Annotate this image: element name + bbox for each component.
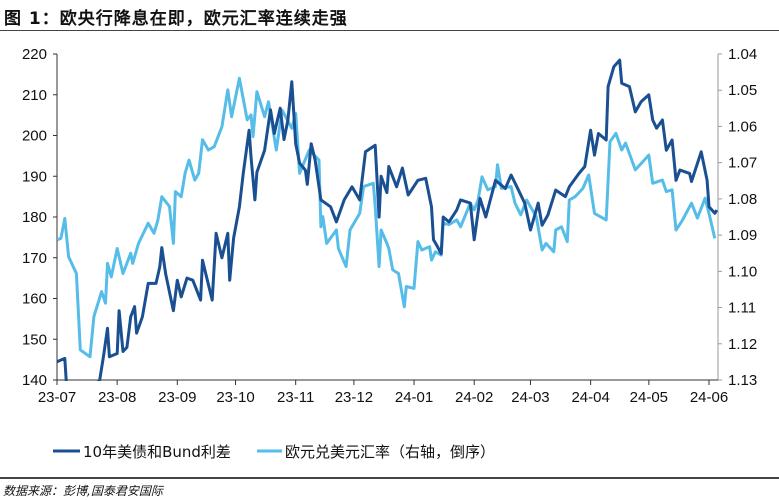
right-tick-label: 1.07: [728, 155, 757, 172]
x-tick-label: 24-04: [571, 389, 609, 406]
legend-label-eurusd: 欧元兑美元汇率（右轴，倒序）: [285, 443, 495, 461]
x-tick-label: 24-01: [395, 389, 433, 406]
x-tick-label: 23-07: [38, 389, 76, 406]
x-tick-label: 23-09: [158, 389, 196, 406]
right-tick-label: 1.05: [728, 82, 757, 99]
left-tick-label: 160: [22, 291, 47, 308]
series-line-spread: [57, 58, 719, 381]
axes: 220 210 200 190 180 170 160 150 140 1.04 1.05 1.06 1…: [22, 46, 757, 406]
left-tick-label: 180: [22, 209, 47, 226]
figure-title: 图 1：欧央行降息在即，欧元汇率连续走强: [4, 9, 348, 29]
x-tick-label: 23-08: [98, 389, 136, 406]
right-tick-label: 1.09: [728, 227, 757, 244]
right-tick-label: 1.08: [728, 191, 757, 208]
x-tick-label: 23-11: [277, 389, 314, 406]
footer-rule: [0, 477, 779, 479]
right-tick-label: 1.13: [728, 372, 757, 389]
right-tick-label: 1.04: [728, 46, 757, 63]
left-tick-label: 150: [22, 331, 47, 348]
right-tick-label: 1.11: [728, 300, 756, 317]
right-tick-label: 1.06: [728, 118, 757, 135]
source-note: 数据来源：彭博,国泰君安国际: [3, 484, 163, 498]
series-lines: [57, 58, 719, 381]
left-tick-label: 200: [22, 128, 47, 145]
legend: 10年美债和Bund利差 欧元兑美元汇率（右轴，倒序）: [53, 443, 495, 461]
left-tick-label: 210: [22, 87, 47, 104]
x-tick-label: 24-05: [630, 389, 668, 406]
title-rule: [0, 30, 779, 31]
left-tick-label: 220: [22, 46, 47, 63]
x-tick-label: 24-06: [690, 389, 728, 406]
series-line-eurusd: [57, 76, 717, 359]
left-tick-label: 140: [22, 372, 47, 389]
x-tick-label: 24-03: [511, 389, 549, 406]
right-tick-label: 1.12: [728, 336, 757, 353]
left-tick-label: 190: [22, 168, 47, 185]
x-tick-label: 23-10: [216, 389, 254, 406]
legend-label-spread: 10年美债和Bund利差: [83, 443, 231, 461]
left-tick-label: 170: [22, 250, 47, 267]
x-tick-label: 23-12: [335, 389, 373, 406]
x-tick-label: 24-02: [455, 389, 493, 406]
right-tick-label: 1.10: [728, 263, 757, 280]
